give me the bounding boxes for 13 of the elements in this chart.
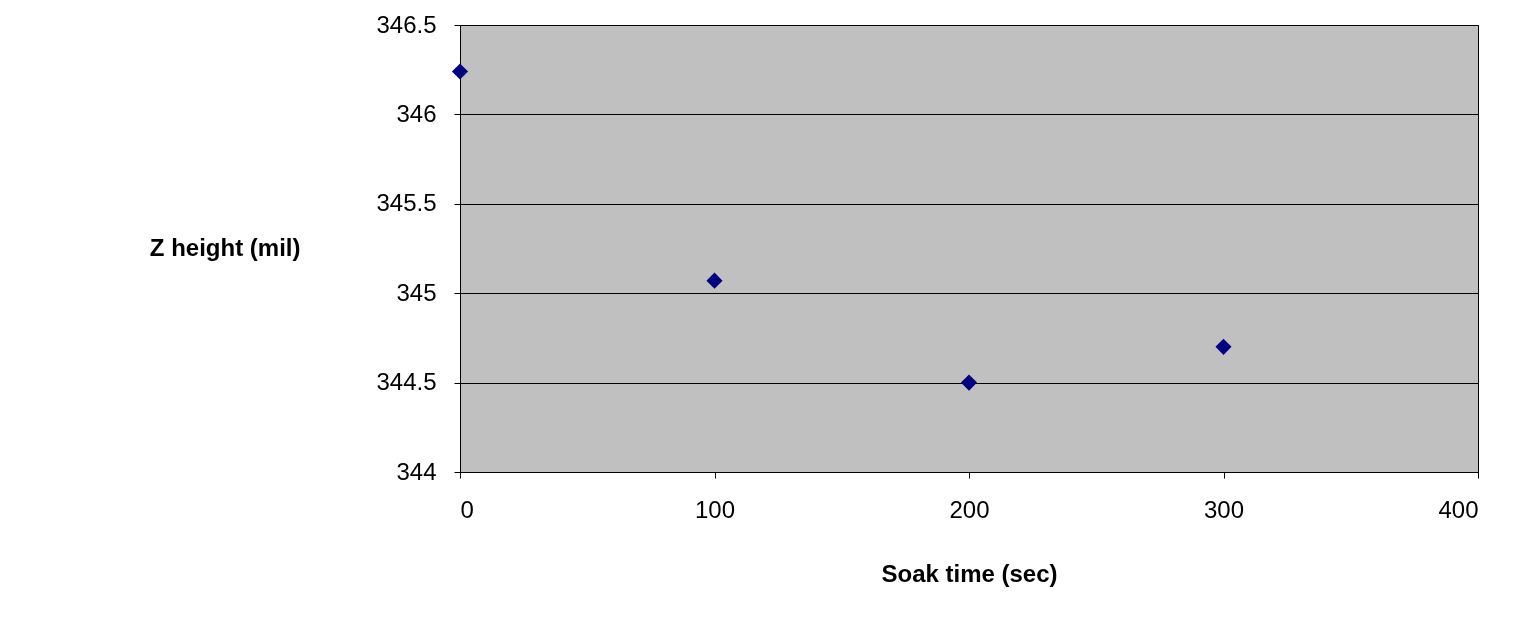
y-tick-label: 346.5 [376,10,437,38]
y-tick-label: 346 [396,99,437,127]
y-tick-label: 345 [396,278,437,306]
x-tick-label: 100 [694,495,736,523]
x-tick-label: 400 [1438,495,1479,523]
x-tick-label: 0 [460,495,474,523]
x-tick-label: 200 [949,495,990,523]
y-tick-label: 344 [396,457,437,485]
x-axis-title: Soak time (sec) [881,559,1058,587]
y-tick-label: 345.5 [376,189,437,217]
x-tick-label: 300 [1203,495,1245,523]
y-axis-title: Z height (mil) [149,234,301,261]
y-tick-label: 344.5 [376,368,437,396]
